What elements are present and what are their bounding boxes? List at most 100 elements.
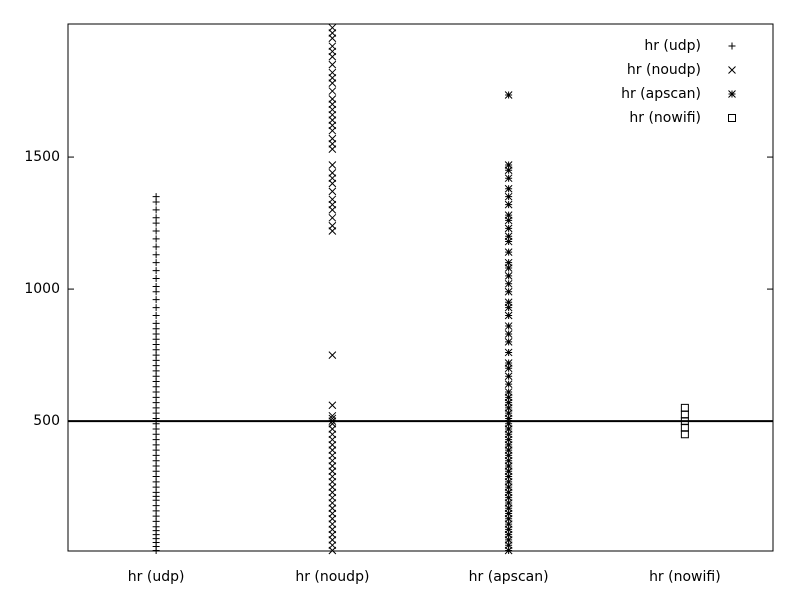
- data-point: [504, 435, 513, 444]
- data-point: [504, 338, 513, 346]
- data-point: [504, 514, 513, 523]
- data-point: [328, 414, 337, 423]
- data-point: [504, 493, 513, 502]
- data-point: [328, 401, 337, 410]
- x-tick-label: hr (udp): [128, 569, 185, 585]
- data-point: [504, 174, 513, 183]
- data-point: [504, 467, 513, 476]
- data-point: [504, 499, 513, 507]
- data-point: [152, 275, 160, 283]
- x-tick-label: hr (nowifi): [649, 569, 721, 585]
- data-point: [328, 161, 337, 169]
- x-tick-label: hr (noudp): [295, 569, 369, 585]
- data-point: [152, 282, 160, 290]
- data-point: [504, 441, 513, 449]
- data-point: [504, 546, 513, 555]
- data-point: [328, 87, 337, 95]
- data-point: [504, 298, 513, 307]
- data-point: [152, 319, 160, 327]
- x-tick-label: hr (apscan): [469, 569, 549, 585]
- data-point: [680, 423, 689, 432]
- data-point: [504, 419, 513, 428]
- legend-label: hr (nowifi): [629, 110, 701, 126]
- data-point: [504, 462, 513, 470]
- data-point: [328, 213, 337, 222]
- data-point: [504, 509, 513, 518]
- data-point: [504, 359, 513, 367]
- data-point: [504, 409, 513, 418]
- data-point: [152, 259, 160, 267]
- data-point: [504, 91, 513, 99]
- data-point: [504, 472, 513, 481]
- data-point: [504, 348, 513, 357]
- data-point: [504, 232, 513, 241]
- data-point: [504, 184, 513, 193]
- data-point: [328, 195, 337, 204]
- data-point: [152, 296, 160, 304]
- data-point: [680, 430, 689, 439]
- data-point: [152, 227, 160, 235]
- data-point: [504, 166, 513, 175]
- data-point: [504, 488, 513, 497]
- legend-label: hr (noudp): [627, 62, 701, 78]
- data-point: [504, 279, 513, 288]
- data-point: [504, 430, 513, 439]
- legend-marker: [728, 90, 736, 98]
- data-point: [504, 536, 513, 544]
- legend-label: hr (udp): [644, 38, 701, 54]
- data-point: [504, 161, 513, 169]
- data-point: [152, 251, 160, 259]
- plot-frame: [67, 23, 774, 552]
- data-point: [152, 304, 160, 312]
- data-point: [152, 243, 160, 251]
- data-point: [504, 456, 513, 465]
- data-point: [328, 169, 337, 177]
- legend-marker: [728, 66, 736, 74]
- data-point: [152, 206, 160, 214]
- data-point: [504, 520, 513, 528]
- data-point: [152, 214, 160, 222]
- data-point: [504, 414, 513, 423]
- data-point: [504, 322, 513, 330]
- data-point: [504, 380, 513, 388]
- data-point: [504, 530, 513, 539]
- data-point: [504, 525, 513, 534]
- data-point: [152, 193, 160, 201]
- data-point: [152, 267, 160, 275]
- data-point: [504, 477, 513, 486]
- data-point: [504, 504, 513, 513]
- data-point: [504, 237, 513, 246]
- data-point: [680, 403, 689, 412]
- data-point: [504, 451, 513, 460]
- data-point: [504, 372, 513, 381]
- data-point: [504, 483, 513, 491]
- data-point: [504, 404, 513, 412]
- data-point: [152, 311, 160, 319]
- data-point: [504, 211, 513, 220]
- data-point: [504, 303, 513, 312]
- data-point: [328, 187, 337, 196]
- data-point: [504, 398, 513, 407]
- legend-marker: [728, 114, 736, 122]
- data-point: [504, 248, 513, 256]
- data-point: [504, 446, 513, 454]
- data-point: [504, 216, 513, 225]
- data-point: [504, 388, 513, 396]
- data-point: [504, 425, 513, 433]
- y-tick-label: 1000: [24, 281, 60, 297]
- y-tick-label: 500: [33, 413, 60, 429]
- data-point: [328, 411, 337, 420]
- data-point: [504, 192, 513, 201]
- legend-label: hr (apscan): [621, 86, 701, 102]
- data-point: [152, 235, 160, 243]
- data-point: [504, 393, 513, 402]
- data-point: [504, 272, 513, 280]
- data-point: [504, 264, 513, 272]
- legend-marker: [728, 42, 736, 50]
- data-point: [504, 200, 513, 209]
- data-point: [328, 95, 337, 103]
- data-point: [328, 68, 337, 77]
- data-point: [504, 364, 513, 373]
- data-point: [328, 351, 337, 359]
